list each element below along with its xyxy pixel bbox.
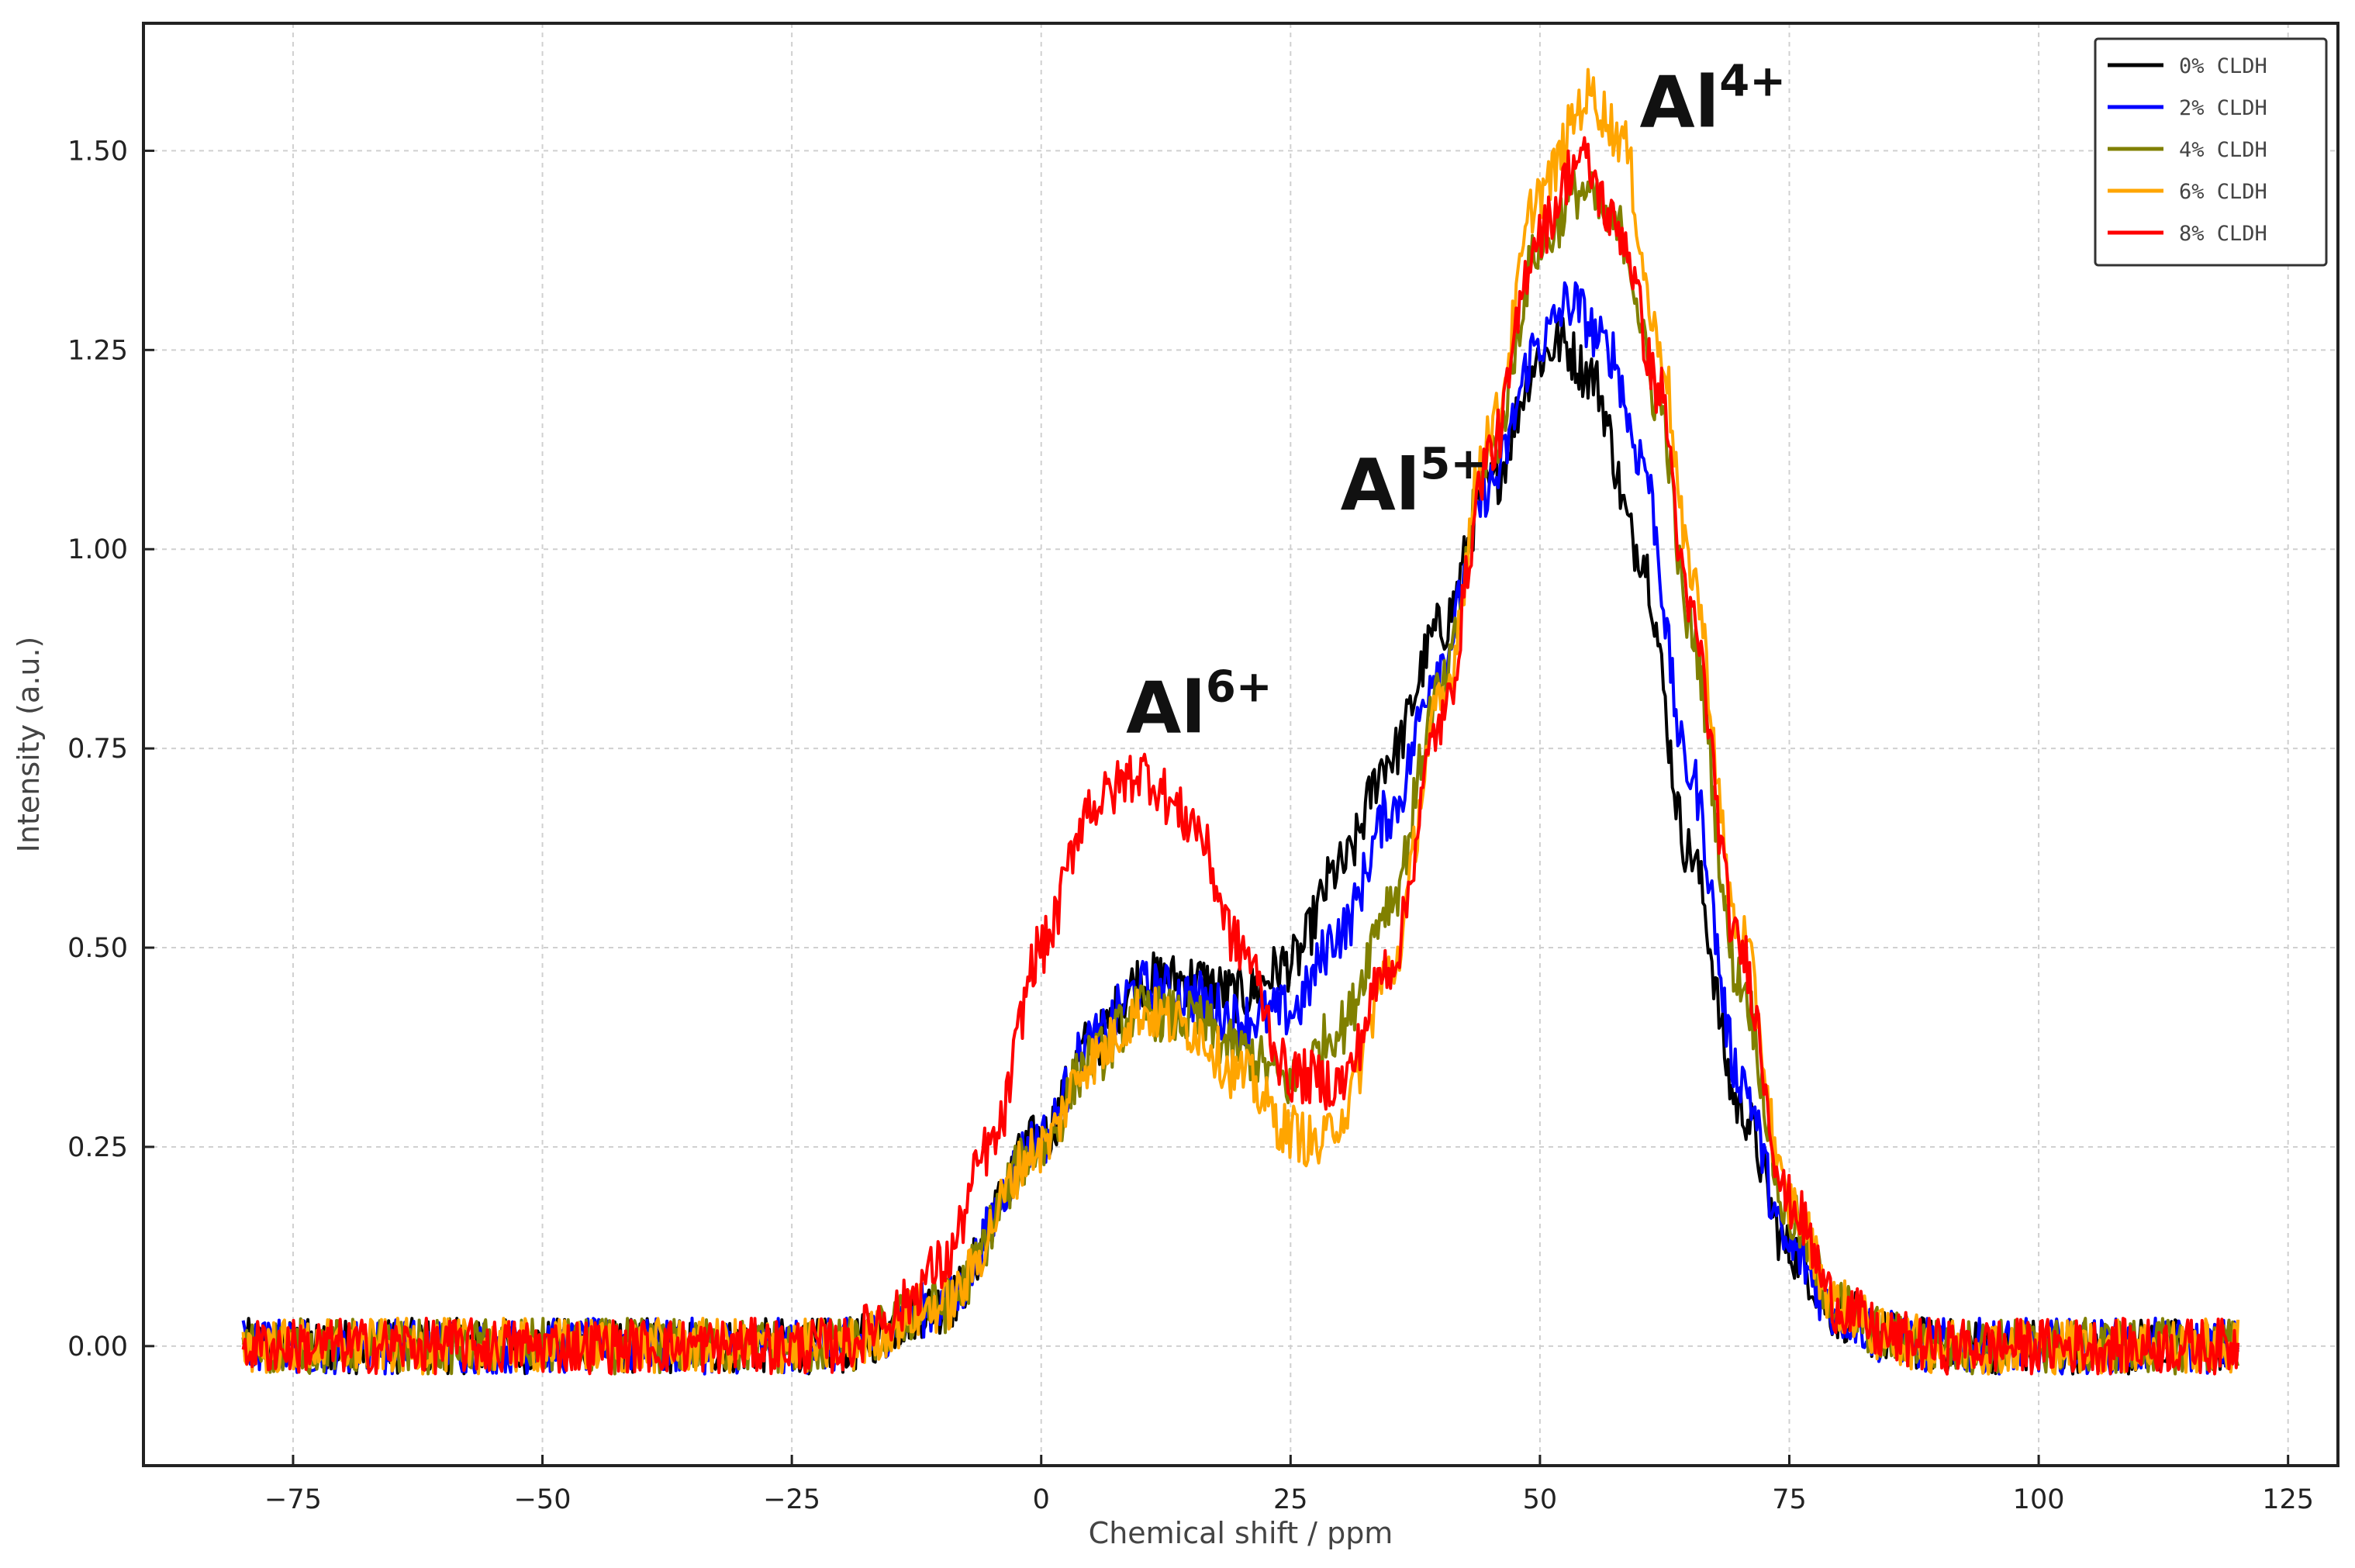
- x-tick-label: 125: [2262, 1484, 2314, 1515]
- annotation-superscript: 4+: [1719, 57, 1786, 107]
- legend-entry: 4% CLDH: [2179, 138, 2267, 162]
- annotation-base: Al: [1126, 667, 1206, 750]
- axis-ticks: −75 −50 −25 0 25 50 75 100 125 0.00 0.25 0.50 0.75 1.…: [67, 136, 2314, 1515]
- x-axis-label: Chemical shift / ppm: [1089, 1516, 1393, 1550]
- x-tick-label: −50: [514, 1484, 571, 1515]
- peak-annotation: Al6+: [1126, 662, 1272, 750]
- y-tick-label: 0.00: [67, 1331, 128, 1363]
- series-line: [241, 136, 2240, 1376]
- y-tick-label: 1.25: [67, 335, 128, 366]
- x-tick-label: 75: [1772, 1484, 1807, 1515]
- y-tick-label: 1.50: [67, 136, 128, 167]
- y-tick-label: 1.00: [67, 534, 128, 565]
- y-tick-label: 0.75: [67, 734, 128, 765]
- x-tick-label: 0: [1033, 1484, 1050, 1515]
- legend-box: [2094, 37, 2328, 267]
- peak-annotation: Al5+: [1341, 439, 1487, 527]
- annotation-superscript: 6+: [1206, 662, 1272, 713]
- peak-annotations: Al6+Al5+Al4+: [1126, 57, 1786, 750]
- x-tick-label: −25: [763, 1484, 820, 1515]
- x-tick-label: 100: [2013, 1484, 2065, 1515]
- legend-entry: 6% CLDH: [2179, 180, 2267, 204]
- x-tick-label: −75: [264, 1484, 322, 1515]
- x-tick-label: 50: [1523, 1484, 1558, 1515]
- legend-entry: 2% CLDH: [2179, 96, 2267, 120]
- y-tick-label: 0.50: [67, 933, 128, 964]
- legend-entry: 8% CLDH: [2179, 222, 2267, 246]
- legend-entry: 0% CLDH: [2179, 54, 2267, 78]
- annotation-superscript: 5+: [1420, 439, 1487, 489]
- peak-annotation: Al4+: [1640, 57, 1787, 144]
- plot-frame: [142, 22, 2339, 1467]
- legend: 0% CLDH 2% CLDH 4% CLDH 6% CLDH 8% CLDH: [2094, 37, 2328, 267]
- annotation-base: Al: [1341, 444, 1421, 527]
- y-axis-label: Intensity (a.u.): [12, 637, 46, 853]
- x-tick-label: 25: [1273, 1484, 1308, 1515]
- series-lines: [241, 67, 2240, 1376]
- annotation-base: Al: [1640, 61, 1720, 144]
- y-tick-label: 0.25: [67, 1132, 128, 1163]
